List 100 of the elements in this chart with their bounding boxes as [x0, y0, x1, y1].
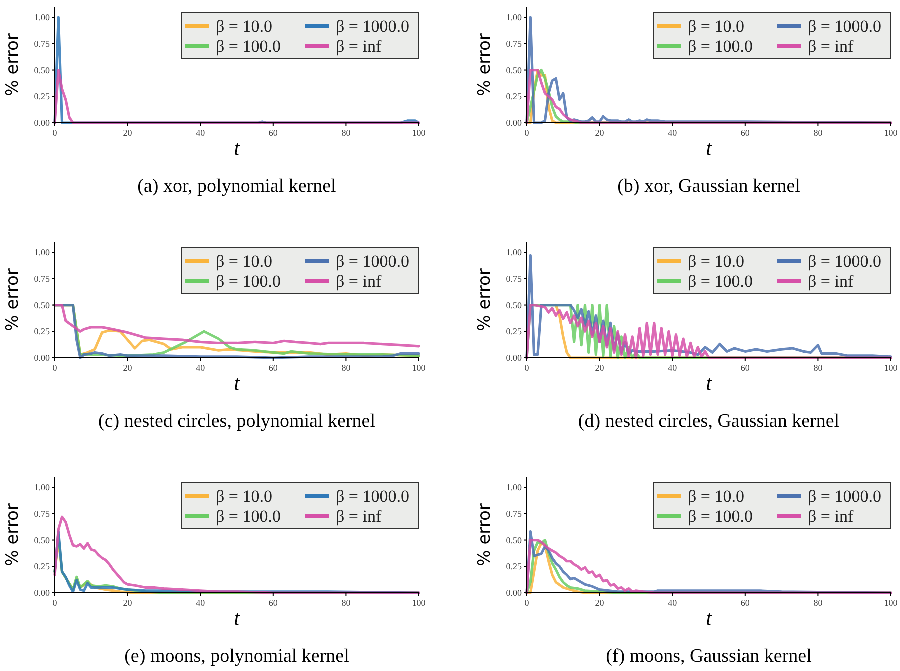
- y-tick-label: 0.25: [34, 92, 50, 102]
- y-tick-label: 0.50: [506, 65, 522, 76]
- text: (c) nested circles, polynomial kernel: [98, 411, 376, 432]
- legend-label: β = 1000.0: [808, 252, 882, 271]
- x-axis-title: t: [234, 606, 242, 630]
- x-tick-label: 40: [668, 363, 678, 373]
- legend-label: β = 1000.0: [336, 487, 410, 506]
- y-axis-title: % error: [475, 268, 495, 332]
- legend-label: β = 100.0: [688, 272, 753, 291]
- x-tick-label: 20: [123, 363, 133, 373]
- legend-label: β = 1000.0: [336, 17, 410, 36]
- legend-label: β = 1000.0: [808, 17, 882, 36]
- x-tick-label: 40: [196, 363, 206, 373]
- x-axis-title: t: [234, 136, 242, 160]
- y-axis-title: % error: [3, 34, 23, 96]
- y-tick-label: 0.50: [506, 300, 522, 310]
- x-tick-label: 0: [52, 363, 58, 373]
- x-tick-label: 40: [196, 598, 206, 608]
- legend-label: β = inf: [336, 272, 382, 291]
- y-tick-label: 0.00: [506, 353, 522, 363]
- y-tick-label: 0.00: [34, 588, 50, 598]
- y-tick-label: 0.00: [34, 118, 50, 128]
- legend-label: β = 10.0: [216, 252, 272, 271]
- x-tick-label: 0: [52, 598, 58, 608]
- y-tick-label: 0.25: [506, 326, 522, 337]
- legend-label: β = inf: [808, 507, 854, 526]
- y-tick-label: 0.25: [506, 562, 522, 572]
- x-tick-label: 60: [740, 363, 750, 373]
- x-tick-label: 40: [196, 128, 206, 138]
- x-tick-label: 20: [123, 598, 133, 608]
- legend-label: β = 10.0: [216, 17, 272, 36]
- x-tick-label: 80: [814, 128, 824, 138]
- y-tick-label: 0.25: [506, 92, 522, 102]
- y-tick-label: 0.00: [506, 118, 522, 128]
- legend-label: β = 100.0: [216, 272, 281, 291]
- x-tick-label: 20: [595, 363, 605, 373]
- x-tick-label: 80: [814, 598, 824, 608]
- legend-label: β = 1000.0: [336, 252, 410, 271]
- x-axis-title: t: [706, 606, 714, 630]
- legend-label: β = inf: [336, 507, 382, 526]
- legend-label: β = 100.0: [688, 507, 753, 526]
- x-tick-label: 100: [884, 363, 898, 373]
- x-axis-title: t: [706, 371, 714, 395]
- text: (f) moons, Gaussian kernel: [606, 646, 812, 667]
- x-tick-label: 100: [412, 598, 426, 608]
- x-tick-label: 60: [268, 363, 278, 373]
- legend-label: β = inf: [808, 272, 854, 291]
- y-tick-label: 1.00: [34, 248, 50, 258]
- y-tick-label: 1.00: [506, 248, 522, 258]
- y-tick-label: 0.00: [506, 588, 522, 598]
- y-tick-label: 0.75: [34, 274, 50, 284]
- legend-label: β = 100.0: [216, 37, 281, 56]
- legend-label: β = 10.0: [688, 17, 744, 36]
- y-axis-title: % error: [475, 504, 495, 566]
- x-tick-label: 60: [268, 128, 278, 138]
- y-tick-label: 0.50: [34, 65, 50, 76]
- y-axis-title: % error: [475, 34, 495, 96]
- y-tick-label: 0.75: [34, 38, 50, 49]
- x-tick-label: 0: [524, 598, 530, 608]
- text: (a) xor, polynomial kernel: [138, 176, 336, 197]
- y-tick-label: 0.75: [506, 274, 522, 284]
- legend-label: β = inf: [808, 37, 854, 56]
- x-tick-label: 80: [814, 363, 824, 373]
- x-tick-label: 60: [740, 128, 750, 138]
- x-tick-label: 20: [595, 598, 605, 608]
- legend-label: β = 100.0: [688, 37, 753, 56]
- y-tick-label: 0.50: [34, 535, 50, 546]
- legend-label: β = 10.0: [216, 487, 272, 506]
- x-tick-label: 40: [668, 598, 678, 608]
- y-tick-label: 1.00: [506, 482, 522, 493]
- x-tick-label: 20: [123, 128, 133, 138]
- y-tick-label: 0.25: [34, 562, 50, 572]
- x-tick-label: 60: [740, 598, 750, 608]
- legend-label: β = 10.0: [688, 487, 744, 506]
- x-tick-label: 20: [595, 128, 605, 138]
- x-tick-label: 40: [668, 128, 678, 138]
- legend-label: β = inf: [336, 37, 382, 56]
- x-tick-label: 100: [884, 128, 898, 138]
- legend-label: β = 1000.0: [808, 487, 882, 506]
- y-tick-label: 1.00: [34, 482, 50, 493]
- x-tick-label: 80: [342, 598, 352, 608]
- x-tick-label: 80: [342, 128, 352, 138]
- text: (b) xor, Gaussian kernel: [618, 176, 800, 197]
- x-axis-title: t: [706, 136, 714, 160]
- y-tick-label: 0.00: [34, 353, 50, 363]
- x-tick-label: 0: [52, 128, 58, 138]
- y-tick-label: 0.50: [506, 535, 522, 546]
- y-tick-label: 0.75: [34, 508, 50, 519]
- text: (d) nested circles, Gaussian kernel: [578, 411, 840, 432]
- y-tick-label: 1.00: [506, 12, 522, 23]
- x-tick-label: 0: [524, 128, 530, 138]
- y-tick-label: 0.75: [506, 508, 522, 519]
- text: (e) moons, polynomial kernel: [124, 646, 350, 667]
- y-axis-title: % error: [3, 268, 23, 332]
- y-tick-label: 0.75: [506, 38, 522, 49]
- x-tick-label: 0: [524, 363, 530, 373]
- x-axis-title: t: [234, 371, 242, 395]
- x-tick-label: 100: [412, 128, 426, 138]
- legend-label: β = 100.0: [216, 507, 281, 526]
- y-tick-label: 0.25: [34, 326, 50, 337]
